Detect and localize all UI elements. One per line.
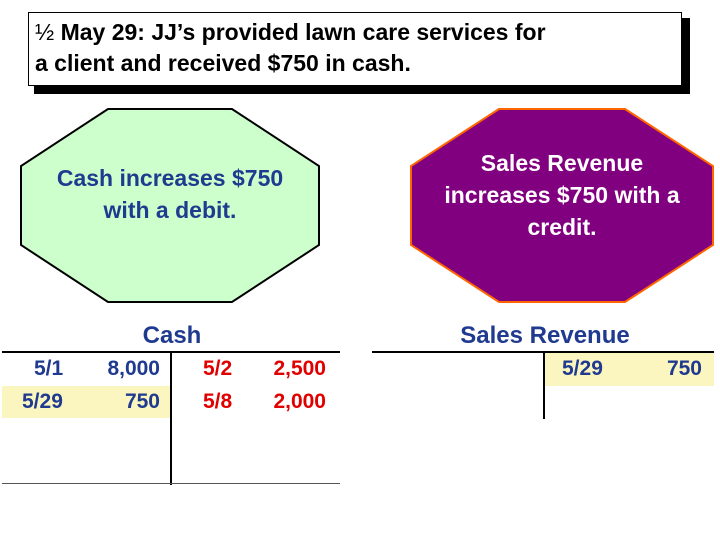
cash-credit-date: 5/2 <box>203 357 233 380</box>
sales-revenue-explanation-line-1: Sales Revenue <box>480 149 644 176</box>
cash-credit-amount: 2,000 <box>273 390 326 413</box>
sales-revenue-explanation-text: Sales Revenue increases $750 with a cred… <box>410 108 714 303</box>
cash-explanation-line-2: with a debit. <box>103 196 237 223</box>
sales-revenue-t-vertical-line <box>543 351 545 419</box>
cash-account-title: Cash <box>142 322 202 349</box>
cash-debit-highlight <box>2 386 170 418</box>
cash-explanation-text: Cash increases $750 with a debit. <box>20 108 320 303</box>
cash-debit-date: 5/29 <box>22 390 63 413</box>
cash-explanation-line-1: Cash increases $750 <box>56 164 284 191</box>
transaction-description-box: ½ May 29: JJ’s provided lawn care servic… <box>28 12 682 86</box>
sales-revenue-credit-date: 5/29 <box>562 357 603 380</box>
green-octagon-shape <box>20 108 320 303</box>
sales-revenue-account-title: Sales Revenue <box>460 322 630 349</box>
half-symbol: ½ <box>35 19 55 45</box>
sales-revenue-credit-amount: 750 <box>666 357 702 380</box>
sales-revenue-explanation-line-2: increases $750 with a <box>444 181 680 208</box>
sales-revenue-explanation-octagon: Sales Revenue increases $750 with a cred… <box>410 108 714 303</box>
sales-revenue-credit-highlight <box>545 353 714 386</box>
transaction-line-1-text: May 29: JJ’s provided lawn care services… <box>54 19 546 45</box>
cash-debit-amount: 8,000 <box>107 357 160 380</box>
transaction-line-2: a client and received $750 in cash. <box>35 50 411 76</box>
cash-t-vertical-line <box>170 351 172 485</box>
cash-explanation-octagon: Cash increases $750 with a debit. <box>20 108 320 303</box>
cash-credit-date: 5/8 <box>203 390 233 413</box>
cash-debit-amount: 750 <box>124 390 160 413</box>
cash-debit-date: 5/1 <box>34 357 64 380</box>
purple-octagon-shape <box>410 108 714 303</box>
cash-t-bottom-line <box>2 483 340 484</box>
transaction-line-1: ½ May 29: JJ’s provided lawn care servic… <box>35 17 675 48</box>
cash-credit-amount: 2,500 <box>273 357 326 380</box>
sales-revenue-explanation-line-3: credit. <box>527 213 597 240</box>
